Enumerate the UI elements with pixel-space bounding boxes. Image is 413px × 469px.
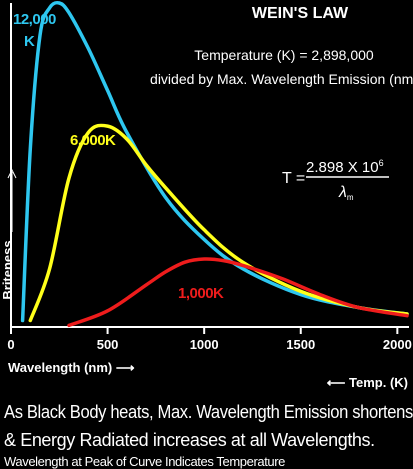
formula-denominator-subscript: m — [347, 193, 354, 202]
x-tick-label: 1500 — [286, 337, 315, 352]
x-tick-label: 0 — [7, 337, 14, 352]
axis-labels: Wavelength (nm) ⟶ ⟵ Temp. (K) Briteness — [0, 168, 408, 390]
formula-lhs: T = — [282, 170, 305, 187]
series-line-6000k — [28, 123, 409, 323]
formula-numerator: 2.898 X 106 — [306, 158, 384, 176]
series-line-12000k — [20, 0, 409, 323]
series-label-12000k: K — [24, 33, 35, 50]
caption-line-2: & Energy Radiated increases at all Wavel… — [4, 430, 375, 450]
caption-line-1: As Black Body heats, Max. Wavelength Emi… — [4, 402, 413, 422]
x-axis-title: Wavelength (nm) ⟶ — [8, 360, 135, 375]
formula-numerator-exponent: 6 — [379, 158, 384, 168]
chart-subtitle-line-2: divided by Max. Wavelength Emission (nm) — [150, 71, 413, 87]
series-label-1000k: 1,000K — [178, 285, 224, 302]
formula-numerator-base: 2.898 X 10 — [306, 159, 379, 176]
series-line-1000k — [67, 257, 409, 328]
axes: 0 500 1000 1500 2000 — [7, 3, 412, 352]
temp-axis-label: ⟵ Temp. (K) — [327, 375, 408, 390]
series-label-6000k: 6,000K — [70, 132, 116, 149]
x-tick-label: 2000 — [383, 337, 412, 352]
y-axis-title: Briteness — [0, 240, 15, 299]
chart-title: WEIN'S LAW — [252, 5, 349, 22]
series-label-12000k: 12,000 — [13, 11, 56, 28]
wien-formula: T = 2.898 X 106 λm — [282, 158, 389, 202]
chart-subtitle-line-1: Temperature (K) = 2,898,000 — [194, 47, 374, 63]
formula-denominator: λm — [338, 184, 354, 202]
y-axis-arrow-head — [7, 168, 17, 179]
wien-chart: WEIN'S LAW Temperature (K) = 2,898,000 d… — [0, 0, 413, 390]
x-tick-label: 500 — [97, 337, 119, 352]
formula-denominator-symbol: λ — [338, 184, 347, 201]
curves: 12,000 K 6,000K 1,000K — [13, 0, 409, 328]
x-tick-label: 1000 — [190, 337, 219, 352]
